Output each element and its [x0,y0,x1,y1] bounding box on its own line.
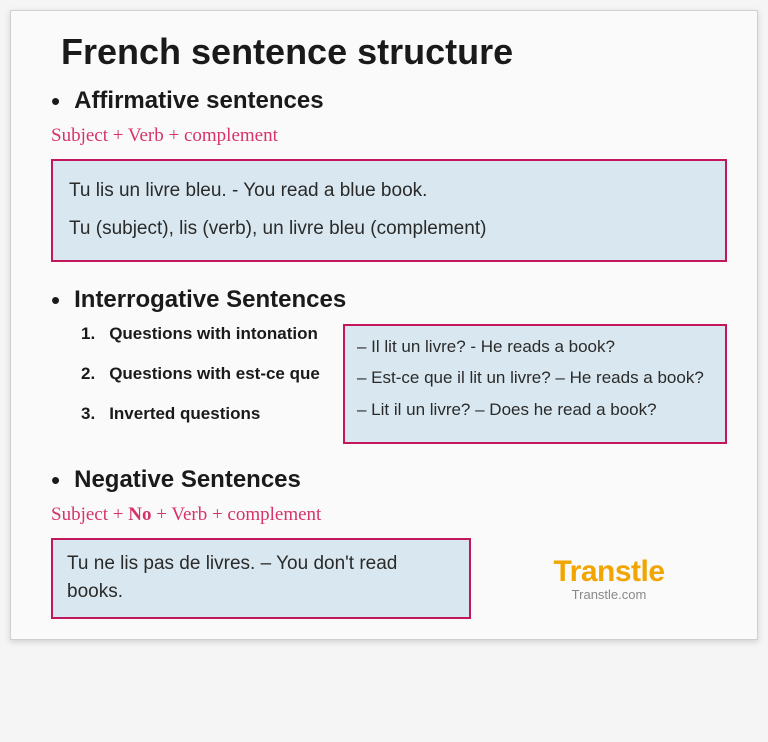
brand-block: Transtle Transtle.com [491,555,727,602]
interrogative-example-2: – Est-ce que il lit un livre? – He reads… [357,365,713,391]
content-card: French sentence structure • Affirmative … [10,10,758,640]
list-label: Questions with est-ce que [109,364,320,384]
negative-example-box: Tu ne lis pas de livres. – You don't rea… [51,538,471,619]
formula-bold: No [128,504,151,525]
list-item: 3. Inverted questions [81,404,331,424]
negative-example: Tu ne lis pas de livres. – You don't rea… [67,553,397,603]
page-title: French sentence structure [61,31,727,73]
negative-formula: Subject + No + Verb + complement [51,504,727,526]
brand-url: Transtle.com [491,587,727,602]
section-affirmative-title: Affirmative sentences [74,87,323,115]
interrogative-example-box: – Il lit un livre? - He reads a book? – … [343,324,727,444]
affirmative-formula: Subject + Verb + complement [51,125,727,147]
interrogative-example-1: – Il lit un livre? - He reads a book? [357,334,713,360]
affirmative-example-line1: Tu lis un livre bleu. - You read a blue … [69,175,709,207]
section-interrogative-head: • Interrogative Sentences [51,286,727,314]
list-label: Questions with intonation [109,324,318,344]
interrogative-row: 1. Questions with intonation 2. Question… [51,324,727,444]
formula-post: + Verb + complement [151,504,321,525]
section-affirmative-head: • Affirmative sentences [51,87,727,115]
list-number: 2. [81,364,95,384]
affirmative-example-line2: Tu (subject), lis (verb), un livre bleu … [69,213,709,245]
interrogative-list: 1. Questions with intonation 2. Question… [51,324,331,444]
section-negative-title: Negative Sentences [74,466,301,494]
bullet-icon: • [51,88,60,114]
bottom-row: Tu ne lis pas de livres. – You don't rea… [51,538,727,619]
bullet-icon: • [51,467,60,493]
affirmative-example-box: Tu lis un livre bleu. - You read a blue … [51,159,727,262]
section-negative-head: • Negative Sentences [51,466,727,494]
list-label: Inverted questions [109,404,260,424]
interrogative-example-3: – Lit il un livre? – Does he read a book… [357,397,713,423]
section-interrogative-title: Interrogative Sentences [74,286,346,314]
brand-name: Transtle [491,555,727,589]
list-number: 3. [81,404,95,424]
formula-pre: Subject + [51,504,128,525]
list-item: 1. Questions with intonation [81,324,331,344]
bullet-icon: • [51,287,60,313]
list-item: 2. Questions with est-ce que [81,364,331,384]
list-number: 1. [81,324,95,344]
